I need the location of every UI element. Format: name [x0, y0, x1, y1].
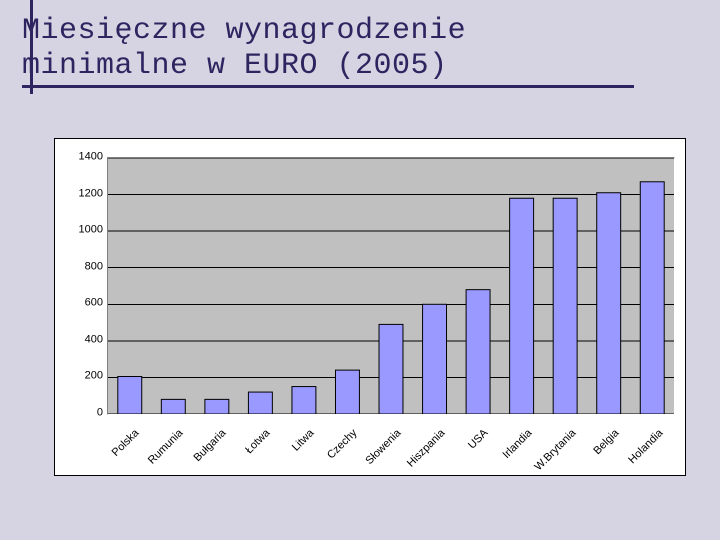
bar-usa: [466, 290, 490, 414]
x-label-usa: USA: [466, 427, 490, 451]
x-label-polska: Polska: [109, 427, 141, 459]
x-label-litwa: Litwa: [289, 427, 316, 454]
y-tick-200: 200: [61, 371, 103, 382]
y-tick-1200: 1200: [61, 188, 103, 199]
y-tick-1000: 1000: [61, 225, 103, 236]
bar-bułgaria: [205, 399, 229, 414]
y-tick-1400: 1400: [61, 152, 103, 163]
x-label-czechy: Czechy: [325, 427, 359, 461]
page-title-line2: minimalne w EURO (2005): [22, 49, 698, 84]
bar-w.brytania: [553, 198, 577, 414]
bar-polska: [118, 377, 142, 414]
plot-area: [107, 157, 675, 415]
bar-słowenia: [379, 324, 403, 414]
x-label-bułgaria: Bułgaria: [192, 427, 229, 464]
x-label-w.brytania: W.Brytania: [532, 427, 578, 473]
y-tick-600: 600: [61, 298, 103, 309]
x-label-belgia: Belgia: [592, 427, 622, 457]
x-label-rumunia: Rumunia: [145, 427, 185, 467]
title-underline: [22, 85, 634, 88]
x-label-słowenia: Słowenia: [363, 427, 403, 467]
bar-irlandia: [510, 198, 534, 414]
title-vertical-rule: [30, 0, 33, 94]
y-tick-400: 400: [61, 334, 103, 345]
bar-holandia: [640, 182, 664, 414]
x-label-łotwa: Łotwa: [243, 427, 272, 456]
y-tick-0: 0: [61, 408, 103, 419]
bar-czechy: [335, 370, 359, 414]
chart-container: 0200400600800100012001400 PolskaRumuniaB…: [54, 138, 686, 476]
x-label-irlandia: Irlandia: [501, 427, 535, 461]
chart-svg: [108, 158, 674, 414]
bar-łotwa: [248, 392, 272, 414]
bar-rumunia: [161, 399, 185, 414]
y-axis-labels: 0200400600800100012001400: [61, 157, 103, 421]
bar-hiszpania: [423, 304, 447, 414]
y-tick-800: 800: [61, 261, 103, 272]
bar-belgia: [597, 193, 621, 414]
x-label-hiszpania: Hiszpania: [405, 427, 448, 470]
title-block: Miesięczne wynagrodzenie minimalne w EUR…: [0, 0, 720, 94]
bar-litwa: [292, 387, 316, 414]
page-title-line1: Miesięczne wynagrodzenie: [22, 14, 698, 49]
x-axis-labels: PolskaRumuniaBułgaria Łotwa Litwa CzechySło…: [107, 421, 675, 475]
x-label-holandia: Holandia: [626, 427, 665, 466]
